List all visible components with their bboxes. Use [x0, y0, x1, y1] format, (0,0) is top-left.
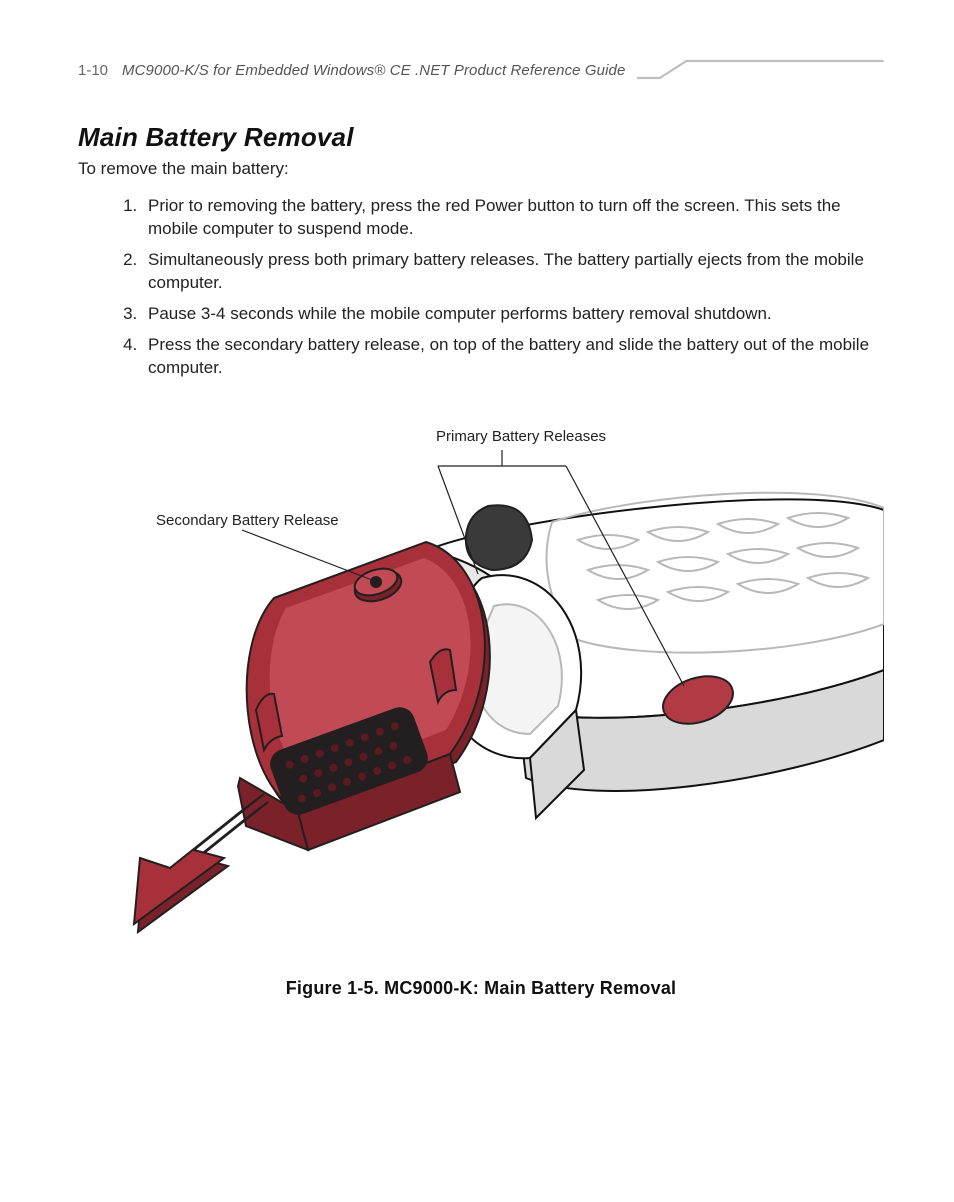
figure: Primary Battery Releases Secondary Batte…: [78, 410, 884, 970]
figure-illustration: [78, 410, 884, 950]
doc-title: MC9000-K/S for Embedded Windows® CE .NET…: [122, 62, 625, 79]
step-item: Prior to removing the battery, press the…: [142, 195, 872, 241]
steps-list: Prior to removing the battery, press the…: [124, 195, 884, 380]
step-item: Pause 3-4 seconds while the mobile compu…: [142, 303, 872, 326]
step-item: Press the secondary battery release, on …: [142, 334, 872, 380]
header-rule: [637, 58, 884, 82]
section-intro: To remove the main battery:: [78, 159, 884, 179]
step-item: Simultaneously press both primary batter…: [142, 249, 872, 295]
battery: [238, 505, 532, 850]
section-title: Main Battery Removal: [78, 122, 884, 153]
figure-caption: Figure 1-5. MC9000-K: Main Battery Remov…: [78, 978, 884, 999]
page: 1-10 MC9000-K/S for Embedded Windows® CE…: [0, 0, 954, 1202]
page-number: 1-10: [78, 62, 108, 79]
running-header: 1-10 MC9000-K/S for Embedded Windows® CE…: [78, 58, 884, 82]
